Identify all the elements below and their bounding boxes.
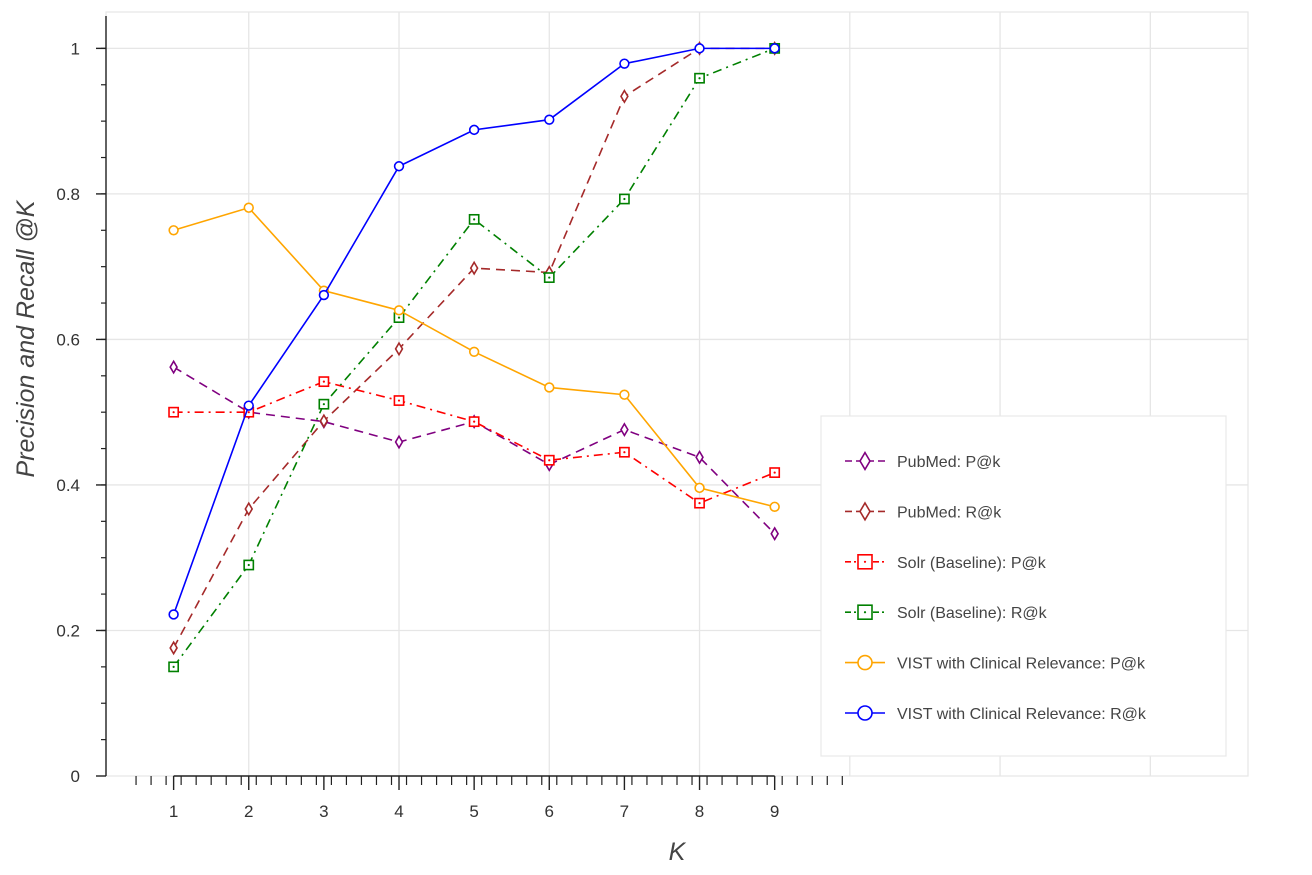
data-point <box>318 376 330 388</box>
data-point <box>770 526 780 542</box>
data-point <box>394 434 404 450</box>
legend-item: VIST with Clinical Relevance: R@k <box>845 705 1147 723</box>
legend-label: PubMed: R@k <box>897 504 1002 521</box>
data-point <box>694 482 705 494</box>
data-point <box>168 661 180 673</box>
series-solr-baseline-r-k <box>168 42 781 673</box>
data-point <box>543 454 555 466</box>
series-vist-with-clinical-relevance-r-k <box>168 43 780 620</box>
data-point <box>168 406 180 418</box>
legend-box <box>820 415 1227 757</box>
y-tick-label: 0.2 <box>56 621 80 640</box>
data-point <box>619 389 630 400</box>
legend-marker <box>857 553 873 570</box>
x-tick-label: 4 <box>394 802 403 821</box>
data-point <box>168 609 179 620</box>
data-point <box>619 446 630 458</box>
legend-item: Solr (Baseline): R@k <box>845 604 1048 622</box>
y-tick-label: 0.4 <box>56 476 80 495</box>
x-tick-label: 2 <box>244 802 253 821</box>
legend-marker <box>859 451 871 471</box>
data-point <box>244 501 254 517</box>
y-tick-label: 0.8 <box>56 185 80 204</box>
data-point <box>468 416 480 428</box>
series-solr-baseline-p-k <box>168 376 781 509</box>
legend-label: Solr (Baseline): R@k <box>897 605 1048 622</box>
x-tick-label: 9 <box>770 802 779 821</box>
data-point <box>544 382 555 393</box>
x-tick-label: 7 <box>620 802 629 821</box>
data-point <box>769 467 781 478</box>
data-point <box>544 114 555 125</box>
series-line <box>173 366 776 535</box>
legend-label: Solr (Baseline): P@k <box>897 555 1047 572</box>
data-point <box>169 359 178 375</box>
data-point <box>393 395 405 406</box>
data-point <box>393 161 405 172</box>
data-point <box>469 260 479 276</box>
data-point <box>468 124 480 136</box>
legend-label: VIST with Clinical Relevance: R@k <box>897 706 1147 723</box>
data-point <box>169 640 178 656</box>
data-point <box>394 341 404 357</box>
y-tick-label: 0.6 <box>56 330 80 349</box>
legend: PubMed: P@k PubMed: R@k Solr (Baseline): P… <box>820 415 1227 757</box>
legend-marker <box>859 501 871 522</box>
data-point <box>619 58 630 69</box>
data-point <box>694 497 705 509</box>
series-group <box>168 41 781 673</box>
data-point <box>468 346 480 357</box>
axes: 0 0.2 0.4 0.6 0.8 1 1 2 3 4 5 6 7 8 9 <box>56 16 843 821</box>
x-tick-label: 1 <box>169 802 178 821</box>
legend-item: PubMed: R@k <box>845 501 1002 522</box>
series-line <box>173 380 775 505</box>
data-point <box>243 559 255 571</box>
x-tick-label: 8 <box>695 802 704 821</box>
y-axis-title: Precision and Recall @K <box>12 199 40 477</box>
data-point <box>318 289 330 301</box>
data-point <box>695 449 704 465</box>
legend-item: PubMed: P@k <box>845 451 1001 471</box>
y-tick-label: 0 <box>71 767 80 786</box>
legend-item: Solr (Baseline): P@k <box>845 553 1047 572</box>
legend-marker <box>857 654 873 671</box>
x-tick-label: 5 <box>469 802 478 821</box>
data-point <box>319 413 329 429</box>
data-point <box>393 305 405 316</box>
series-vist-with-clinical-relevance-p-k <box>168 202 780 512</box>
data-point <box>620 422 629 438</box>
data-point <box>694 43 705 54</box>
y-tick-label: 1 <box>71 39 80 58</box>
legend-item: VIST with Clinical Relevance: P@k <box>845 654 1146 673</box>
data-point <box>769 501 780 512</box>
data-point <box>243 400 254 411</box>
data-point <box>243 202 254 213</box>
data-point <box>468 213 480 225</box>
series-line <box>172 47 775 668</box>
data-point <box>168 225 179 236</box>
data-point <box>620 89 629 104</box>
legend-marker <box>857 705 873 721</box>
data-point <box>769 43 780 54</box>
x-tick-label: 3 <box>319 802 328 821</box>
data-point <box>619 193 630 205</box>
x-tick-label: 6 <box>545 802 554 821</box>
x-axis-title: K <box>669 838 687 866</box>
data-point <box>694 72 705 84</box>
data-point <box>318 398 330 410</box>
legend-label: PubMed: P@k <box>897 454 1001 471</box>
series-line <box>173 206 775 508</box>
legend-label: VIST with Clinical Relevance: P@k <box>897 656 1146 673</box>
data-point <box>543 272 555 283</box>
legend-marker <box>857 604 873 621</box>
